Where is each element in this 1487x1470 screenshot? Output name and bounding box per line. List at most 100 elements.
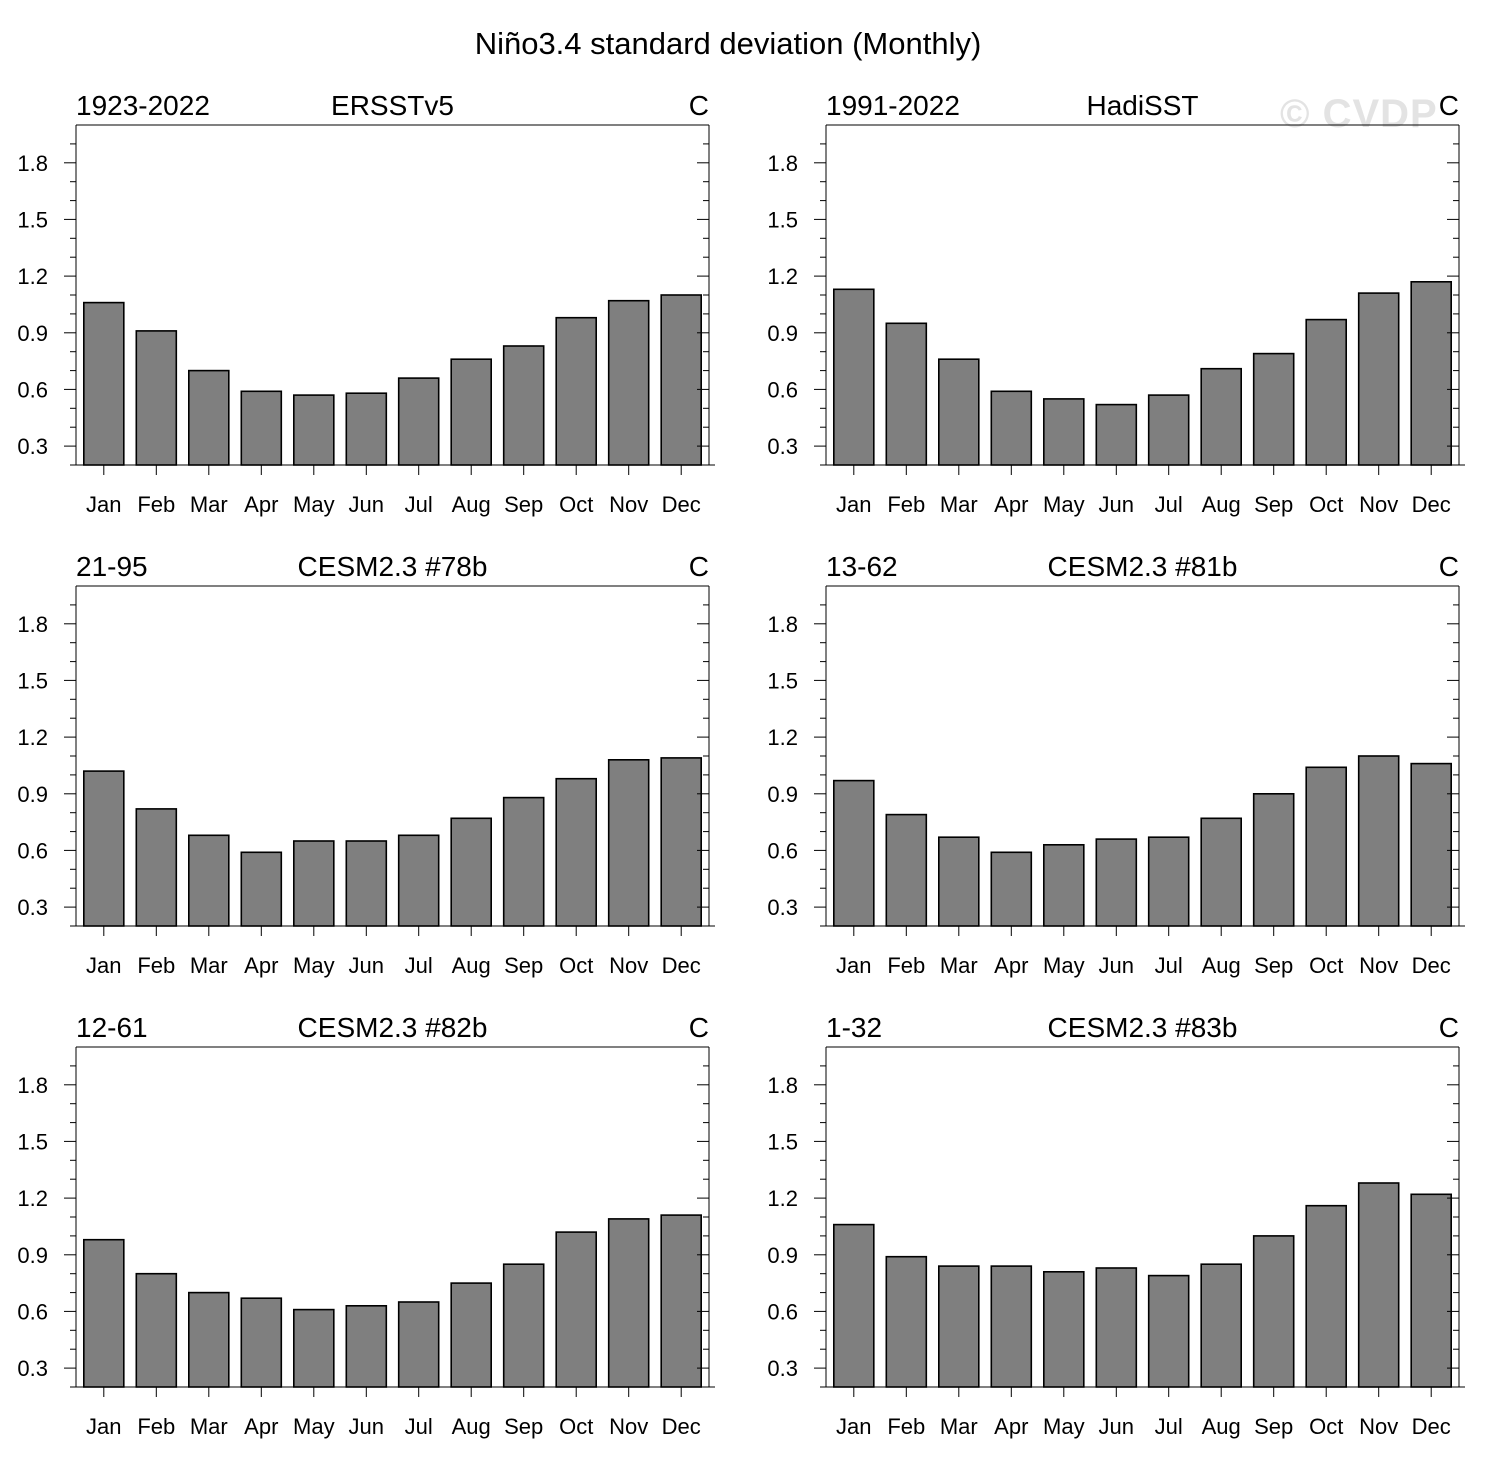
bar-oct: [1305, 318, 1348, 466]
x-tick-label-feb: Feb: [137, 492, 175, 517]
x-tick-label-may: May: [293, 1414, 335, 1439]
bar-feb: [135, 808, 178, 927]
x-tick-label-aug: Aug: [1202, 953, 1241, 978]
bar-oct: [555, 777, 598, 927]
bar-sep: [1252, 352, 1295, 466]
x-tick-label-oct: Oct: [1309, 953, 1343, 978]
panel-dataset-label: CESM2.3 #82b: [298, 1012, 488, 1043]
y-tick-label: 0.6: [17, 377, 48, 402]
bar-aug: [1200, 1263, 1243, 1388]
x-tick-label-apr: Apr: [994, 492, 1028, 517]
panel-units-label: C: [689, 90, 709, 121]
bar-may: [1042, 1270, 1085, 1388]
panel-units-label: C: [1439, 1012, 1459, 1043]
bar-jul: [1147, 1274, 1190, 1388]
bar-jan: [83, 1238, 125, 1388]
y-tick-label: 1.5: [767, 668, 798, 693]
x-tick-label-may: May: [1043, 953, 1085, 978]
bar-oct: [1305, 766, 1348, 927]
bar-oct: [555, 1231, 598, 1388]
x-tick-label-jun: Jun: [1099, 1414, 1134, 1439]
bar-mar: [188, 369, 230, 466]
x-tick-label-jan: Jan: [86, 1414, 121, 1439]
bar-feb: [885, 322, 928, 466]
x-tick-label-may: May: [1043, 1414, 1085, 1439]
bar-may: [1042, 398, 1085, 466]
x-tick-label-jul: Jul: [1155, 1414, 1183, 1439]
x-tick-label-apr: Apr: [244, 492, 278, 517]
x-tick-label-mar: Mar: [190, 1414, 228, 1439]
x-tick-label-may: May: [293, 953, 335, 978]
x-tick-label-aug: Aug: [452, 1414, 491, 1439]
y-tick-label: 1.2: [767, 1186, 798, 1211]
bar-jun: [1095, 838, 1138, 927]
y-tick-label: 0.3: [17, 434, 48, 459]
x-tick-label-aug: Aug: [452, 492, 491, 517]
bar-feb: [885, 813, 928, 927]
bar-apr: [240, 390, 283, 466]
y-tick-label: 0.3: [17, 1356, 48, 1381]
bar-oct: [555, 316, 598, 466]
x-tick-label-mar: Mar: [190, 492, 228, 517]
panel-dataset-label: CESM2.3 #83b: [1048, 1012, 1238, 1043]
y-tick-label: 0.3: [17, 895, 48, 920]
bar-feb: [885, 1255, 928, 1388]
y-tick-label: 1.5: [767, 1129, 798, 1154]
y-tick-label: 0.6: [17, 838, 48, 863]
cvdp-watermark: © CVDP: [1280, 92, 1438, 136]
x-tick-label-oct: Oct: [559, 953, 593, 978]
bar-aug: [1200, 367, 1243, 466]
x-tick-label-dec: Dec: [662, 492, 701, 517]
bar-dec: [660, 1214, 703, 1388]
x-tick-label-oct: Oct: [1309, 492, 1343, 517]
x-tick-label-mar: Mar: [940, 1414, 978, 1439]
bar-mar: [188, 834, 230, 927]
x-tick-label-apr: Apr: [994, 1414, 1028, 1439]
x-tick-label-nov: Nov: [609, 1414, 648, 1439]
x-tick-label-aug: Aug: [452, 953, 491, 978]
y-tick-label: 0.9: [767, 1243, 798, 1268]
panel-period-label: 1-32: [826, 1012, 882, 1043]
bar-jun: [1095, 1267, 1138, 1388]
x-tick-label-mar: Mar: [940, 953, 978, 978]
y-tick-label: 0.9: [17, 1243, 48, 1268]
x-tick-label-feb: Feb: [887, 492, 925, 517]
bar-apr: [240, 851, 283, 927]
bar-sep: [1252, 1235, 1295, 1388]
y-tick-label: 0.9: [17, 782, 48, 807]
y-tick-label: 1.2: [17, 725, 48, 750]
y-tick-label: 0.3: [767, 895, 798, 920]
x-tick-label-oct: Oct: [559, 1414, 593, 1439]
panel-period-label: 1923-2022: [76, 90, 210, 121]
x-tick-label-sep: Sep: [504, 953, 543, 978]
bar-feb: [135, 330, 178, 466]
x-tick-label-may: May: [1043, 492, 1085, 517]
x-tick-label-nov: Nov: [1359, 492, 1398, 517]
bar-sep: [502, 1263, 545, 1388]
bar-nov: [1357, 755, 1400, 927]
chart-panel-cesm-82b: 12-61 CESM2.3 #82b C 0.3 0.6 0.9 1.2 1.5 1.8 Jan F…: [17, 1012, 715, 1439]
y-tick-label: 0.6: [767, 1299, 798, 1324]
x-tick-label-jun: Jun: [349, 492, 384, 517]
y-tick-label: 1.8: [767, 612, 798, 637]
panel-dataset-label: ERSSTv5: [331, 90, 454, 121]
x-tick-label-feb: Feb: [137, 953, 175, 978]
y-tick-label: 0.3: [767, 434, 798, 459]
bar-aug: [450, 1282, 493, 1388]
x-tick-label-dec: Dec: [662, 1414, 701, 1439]
panel-dataset-label: CESM2.3 #81b: [1048, 551, 1238, 582]
y-tick-label: 0.9: [767, 782, 798, 807]
bar-mar: [938, 1265, 980, 1388]
bar-aug: [450, 358, 493, 466]
x-tick-label-aug: Aug: [1202, 492, 1241, 517]
x-tick-label-jan: Jan: [836, 1414, 871, 1439]
y-tick-label: 0.6: [767, 377, 798, 402]
x-tick-label-dec: Dec: [1412, 492, 1451, 517]
y-tick-label: 1.8: [17, 612, 48, 637]
y-tick-label: 1.5: [767, 207, 798, 232]
y-tick-label: 1.2: [17, 1186, 48, 1211]
bar-jul: [397, 1301, 440, 1388]
bar-apr: [240, 1297, 283, 1388]
y-tick-label: 0.6: [17, 1299, 48, 1324]
bar-sep: [1252, 793, 1295, 927]
